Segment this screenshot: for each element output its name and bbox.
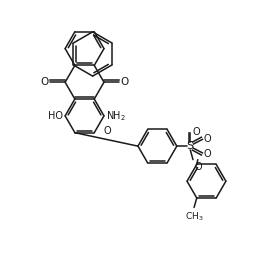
Text: O: O xyxy=(204,149,211,159)
Text: O: O xyxy=(204,134,211,143)
Text: O: O xyxy=(193,127,201,137)
Text: S: S xyxy=(187,141,194,151)
Text: O: O xyxy=(120,77,129,87)
Text: O: O xyxy=(194,162,202,172)
Text: NH$_2$: NH$_2$ xyxy=(106,109,126,123)
Text: O: O xyxy=(104,126,112,136)
Text: CH$_3$: CH$_3$ xyxy=(185,211,203,223)
Text: O: O xyxy=(41,77,49,87)
Text: HO: HO xyxy=(48,111,63,121)
